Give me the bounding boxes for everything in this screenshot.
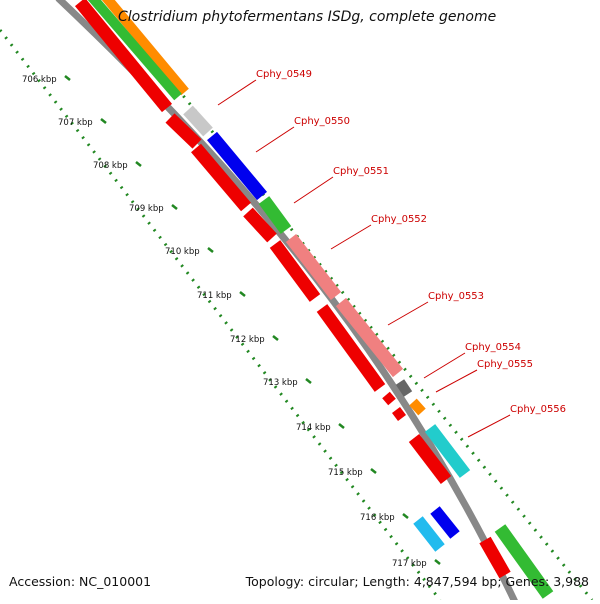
gene-label-leader (331, 225, 371, 249)
scale-tick-label: 714 kbp (296, 423, 331, 433)
scale-tick-label: 712 kbp (230, 335, 265, 345)
map-title: Clostridium phytofermentans ISDg, comple… (118, 9, 496, 25)
gene-label-leader (388, 302, 428, 325)
scale-tick (403, 514, 408, 518)
scale-tick (65, 76, 70, 80)
gene-label: Cphy_0555 (477, 359, 533, 370)
scale-tick-label: 715 kbp (328, 468, 363, 478)
gene-label: Cphy_0553 (428, 291, 484, 302)
gene-red-7 (386, 395, 392, 402)
gene-label-leader (424, 353, 465, 378)
scale-tick-label: 710 kbp (165, 247, 200, 257)
scale-tick-label: 717 kbp (392, 559, 427, 569)
scale-tick (435, 560, 440, 564)
gene-label-leader (468, 415, 510, 437)
scale-tick (240, 292, 245, 296)
gene-label: Cphy_0556 (510, 404, 566, 415)
scale-tick (273, 336, 278, 340)
scale-tick (136, 162, 141, 166)
gene-label-leader (218, 80, 256, 105)
accession-label: Accession: NC_010001 (9, 574, 151, 589)
scale-tick-label: 709 kbp (129, 204, 164, 214)
scale-tick-label: 711 kbp (197, 291, 232, 301)
scale-tick-label: 716 kbp (360, 513, 395, 523)
gene-red-8 (396, 410, 402, 418)
scale-tick (371, 469, 376, 473)
gene-label-leader (436, 370, 477, 392)
scale-tick-label: 713 kbp (263, 378, 298, 388)
scale-tick-label: 706 kbp (22, 75, 57, 85)
gene-lightblue (418, 520, 440, 548)
gene-red-10 (485, 540, 505, 575)
gene-label: Cphy_0549 (256, 69, 312, 80)
scale-tick-label: 707 kbp (58, 118, 93, 128)
gene-label: Cphy_0554 (465, 342, 521, 353)
gene-label-leader (294, 177, 333, 203)
gene-0555 (413, 402, 422, 412)
gene-label: Cphy_0551 (333, 166, 389, 177)
scale-tick-label: 708 kbp (93, 161, 128, 171)
genome-summary: Topology: circular; Length: 4,847,594 bp… (246, 574, 589, 589)
scale-tick (208, 248, 213, 252)
gene-label: Cphy_0552 (371, 214, 427, 225)
scale-tick (101, 119, 106, 123)
gene-label-leader (256, 127, 294, 152)
gene-blue-lower (435, 510, 455, 535)
scale-tick (172, 205, 177, 209)
scale-tick (339, 424, 344, 428)
gene-0554 (400, 382, 408, 394)
gene-label: Cphy_0550 (294, 116, 350, 127)
scale-tick (306, 379, 311, 383)
